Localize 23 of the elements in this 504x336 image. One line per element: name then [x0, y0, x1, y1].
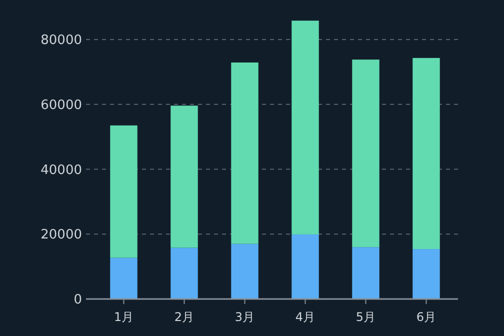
x-tick-label: 2月	[174, 310, 194, 324]
y-tick-label: 0	[74, 292, 82, 308]
bar	[352, 60, 380, 248]
y-tick-label: 20000	[40, 228, 82, 243]
y-tick-label: 40000	[40, 162, 82, 178]
x-tick-label: 4月	[295, 310, 316, 324]
bar	[110, 258, 138, 299]
bar	[292, 20, 319, 234]
bar	[292, 234, 319, 299]
bar	[170, 106, 198, 248]
x-tick-label: 3月	[234, 310, 255, 324]
bar	[231, 62, 258, 244]
y-tick-label: 60000	[40, 98, 82, 113]
bar	[110, 125, 138, 258]
x-tick-label: 1月	[114, 310, 134, 324]
bar	[412, 249, 440, 299]
bar	[170, 248, 198, 299]
bar	[412, 58, 440, 250]
bar	[231, 244, 258, 299]
bar	[352, 247, 380, 299]
x-tick-label: 6月	[416, 310, 436, 324]
y-tick-label: 80000	[40, 33, 82, 48]
x-tick-label: 5月	[356, 310, 376, 324]
